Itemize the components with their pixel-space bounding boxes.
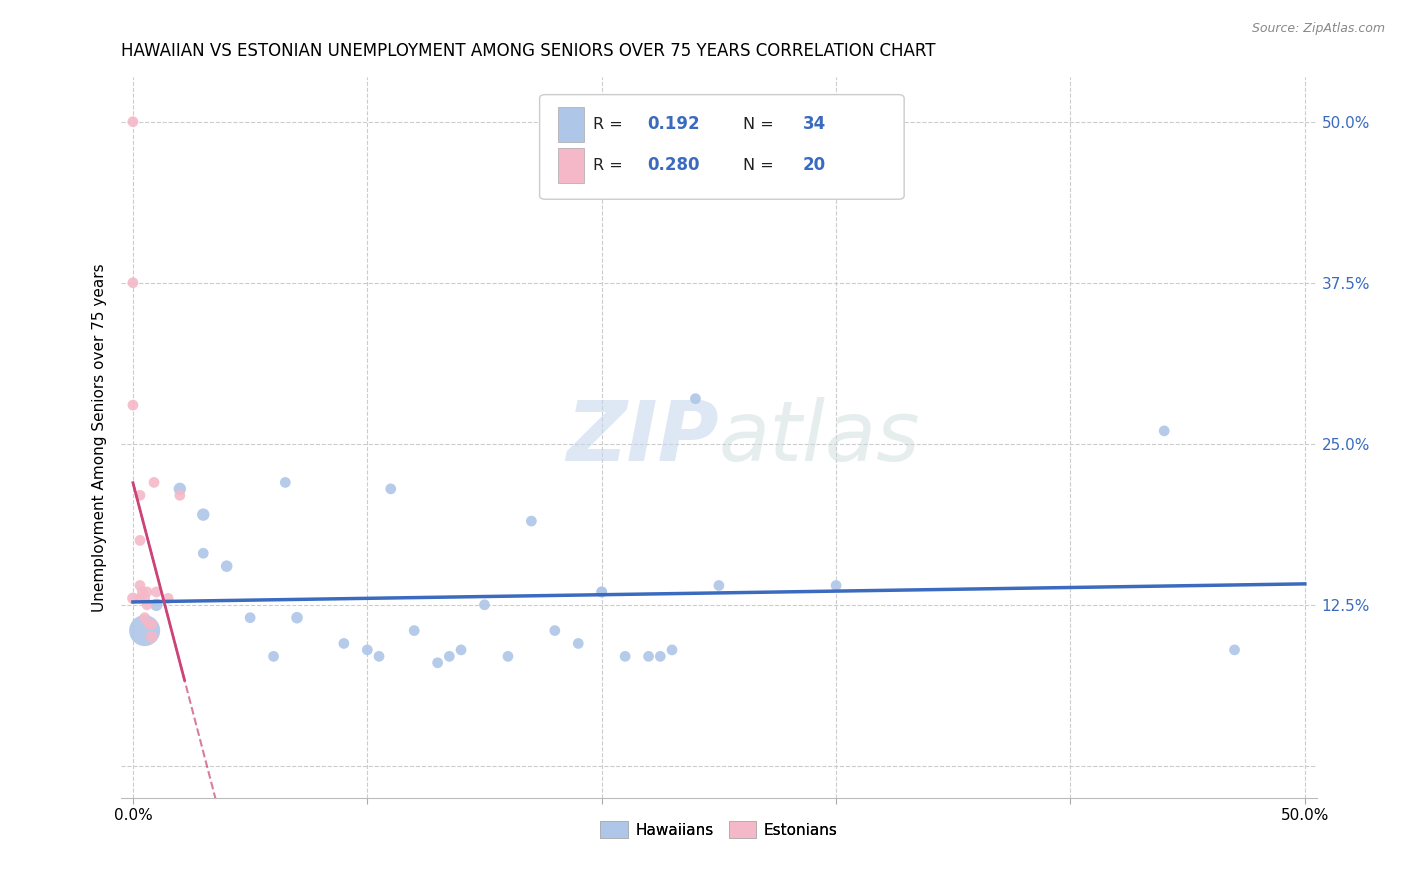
Point	[439, 649, 461, 664]
Point	[591, 585, 613, 599]
Text: N =: N =	[742, 117, 779, 132]
Text: 0.192: 0.192	[647, 115, 700, 133]
Text: atlas: atlas	[718, 397, 921, 478]
Point	[274, 475, 297, 490]
Point	[637, 649, 659, 664]
FancyBboxPatch shape	[558, 148, 583, 183]
Point	[122, 114, 145, 128]
Point	[143, 475, 166, 490]
Point	[215, 559, 238, 574]
Text: 0.280: 0.280	[647, 156, 700, 174]
Text: N =: N =	[742, 158, 779, 173]
Point	[141, 617, 163, 632]
Point	[122, 398, 145, 412]
Point	[193, 546, 215, 560]
Y-axis label: Unemployment Among Seniors over 75 years: Unemployment Among Seniors over 75 years	[93, 263, 107, 612]
Point	[239, 610, 262, 624]
Point	[544, 624, 567, 638]
Point	[169, 482, 191, 496]
Text: 34: 34	[803, 115, 825, 133]
FancyBboxPatch shape	[558, 107, 583, 142]
Point	[122, 591, 145, 606]
Point	[1153, 424, 1175, 438]
Point	[591, 585, 613, 599]
Point	[136, 585, 159, 599]
Point	[450, 643, 472, 657]
Point	[380, 482, 402, 496]
Point	[263, 649, 285, 664]
Text: 20: 20	[803, 156, 825, 174]
FancyBboxPatch shape	[540, 95, 904, 199]
Point	[567, 636, 589, 650]
Point	[426, 656, 449, 670]
Point	[134, 591, 156, 606]
Point	[825, 578, 848, 592]
Point	[129, 533, 152, 548]
Point	[1223, 643, 1246, 657]
Point	[356, 643, 378, 657]
Point	[141, 630, 163, 644]
Point	[614, 649, 637, 664]
Point	[129, 591, 152, 606]
Point	[145, 585, 167, 599]
Point	[661, 643, 683, 657]
Point	[138, 617, 160, 632]
Text: Source: ZipAtlas.com: Source: ZipAtlas.com	[1251, 22, 1385, 36]
Point	[404, 624, 426, 638]
Text: R =: R =	[593, 158, 628, 173]
Point	[131, 585, 153, 599]
Point	[333, 636, 356, 650]
Point	[474, 598, 496, 612]
Point	[157, 591, 180, 606]
Point	[193, 508, 215, 522]
Point	[285, 610, 308, 624]
Point	[707, 578, 730, 592]
Text: R =: R =	[593, 117, 628, 132]
Legend: Hawaiians, Estonians: Hawaiians, Estonians	[593, 814, 844, 845]
Point	[136, 598, 159, 612]
Point	[650, 649, 672, 664]
Point	[122, 276, 145, 290]
Point	[145, 598, 167, 612]
Point	[134, 624, 156, 638]
Point	[368, 649, 391, 664]
Text: ZIP: ZIP	[567, 397, 718, 478]
Point	[496, 649, 519, 664]
Point	[685, 392, 707, 406]
Point	[129, 578, 152, 592]
Text: HAWAIIAN VS ESTONIAN UNEMPLOYMENT AMONG SENIORS OVER 75 YEARS CORRELATION CHART: HAWAIIAN VS ESTONIAN UNEMPLOYMENT AMONG …	[121, 42, 936, 60]
Point	[169, 488, 191, 502]
Point	[520, 514, 543, 528]
Point	[134, 610, 156, 624]
Point	[129, 488, 152, 502]
